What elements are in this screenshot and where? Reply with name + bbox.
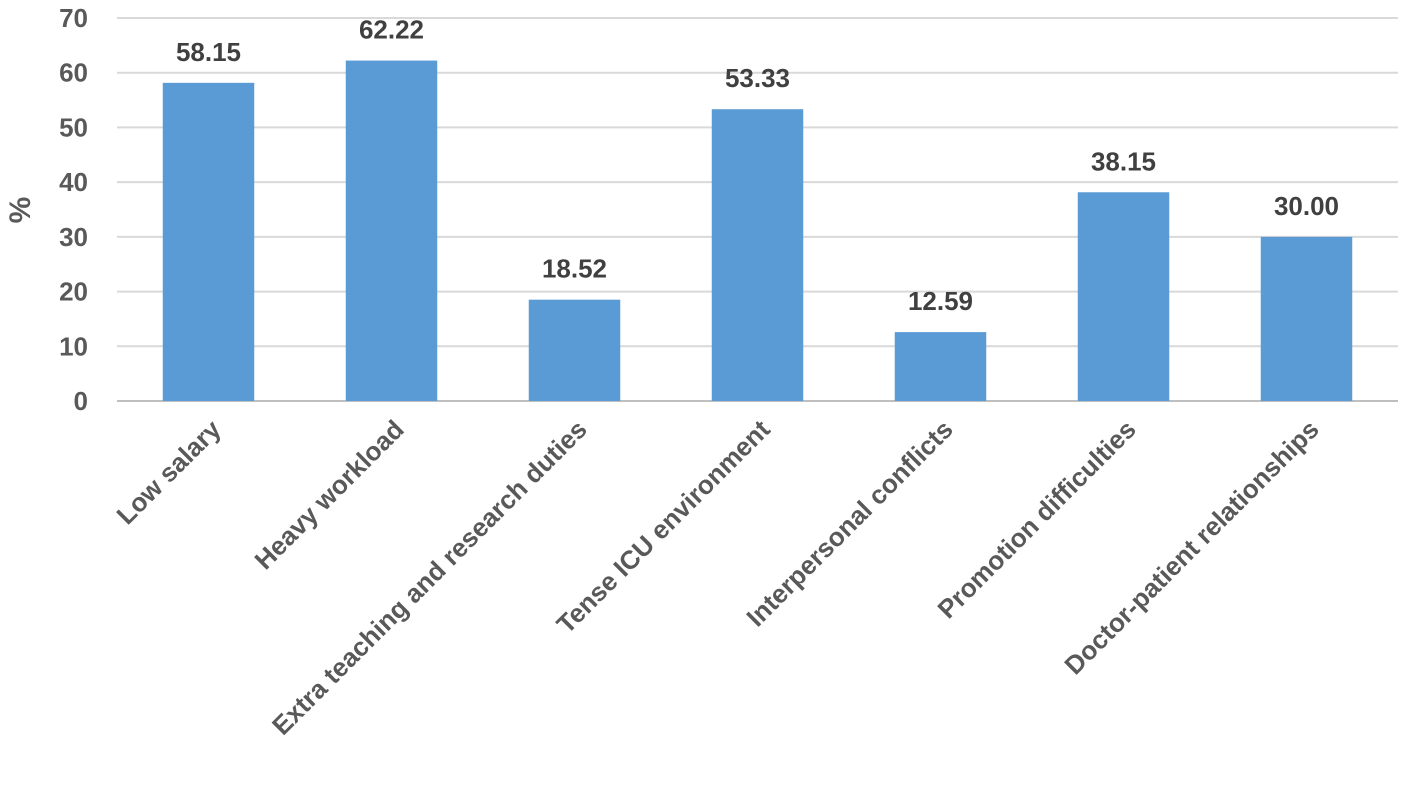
bar-value-label: 58.15: [176, 37, 241, 67]
bar-value-label: 18.52: [542, 254, 607, 284]
y-tick-label: 60: [59, 58, 88, 88]
y-tick-label: 50: [59, 112, 88, 142]
y-tick-label: 40: [59, 167, 88, 197]
bars: [162, 60, 1353, 402]
bar-value-label: 53.33: [725, 63, 790, 93]
y-tick-label: 70: [59, 3, 88, 33]
bar: [1260, 236, 1353, 401]
bar: [162, 82, 255, 401]
y-tick-label: 0: [74, 386, 88, 416]
x-category-label: Promotion difficulties: [932, 414, 1142, 624]
x-category-label: Tense ICU environment: [551, 414, 776, 639]
y-axis-title: %: [4, 197, 37, 224]
x-category-label: Heavy workload: [249, 414, 410, 575]
bar: [894, 332, 987, 401]
y-tick-label: 30: [59, 222, 88, 252]
data-labels: 58.15 62.22 18.52 53.33 12.59 38.15 30.00: [176, 15, 1339, 317]
bar-value-label: 62.22: [359, 15, 424, 45]
bar: [345, 60, 438, 401]
bar: [528, 299, 621, 401]
bar: [1077, 192, 1170, 401]
y-axis-ticks: 0 10 20 30 40 50 60 70: [59, 3, 88, 416]
bar-value-label: 12.59: [908, 286, 973, 316]
bar: [711, 109, 804, 402]
bar-value-label: 38.15: [1091, 146, 1156, 176]
y-tick-label: 20: [59, 277, 88, 307]
x-category-label: Low salary: [110, 414, 227, 531]
bar-value-label: 30.00: [1274, 191, 1339, 221]
y-tick-label: 10: [59, 331, 88, 361]
x-category-label: Extra teaching and research duties: [266, 414, 593, 741]
x-category-label: Interpersonal conflicts: [740, 414, 958, 632]
